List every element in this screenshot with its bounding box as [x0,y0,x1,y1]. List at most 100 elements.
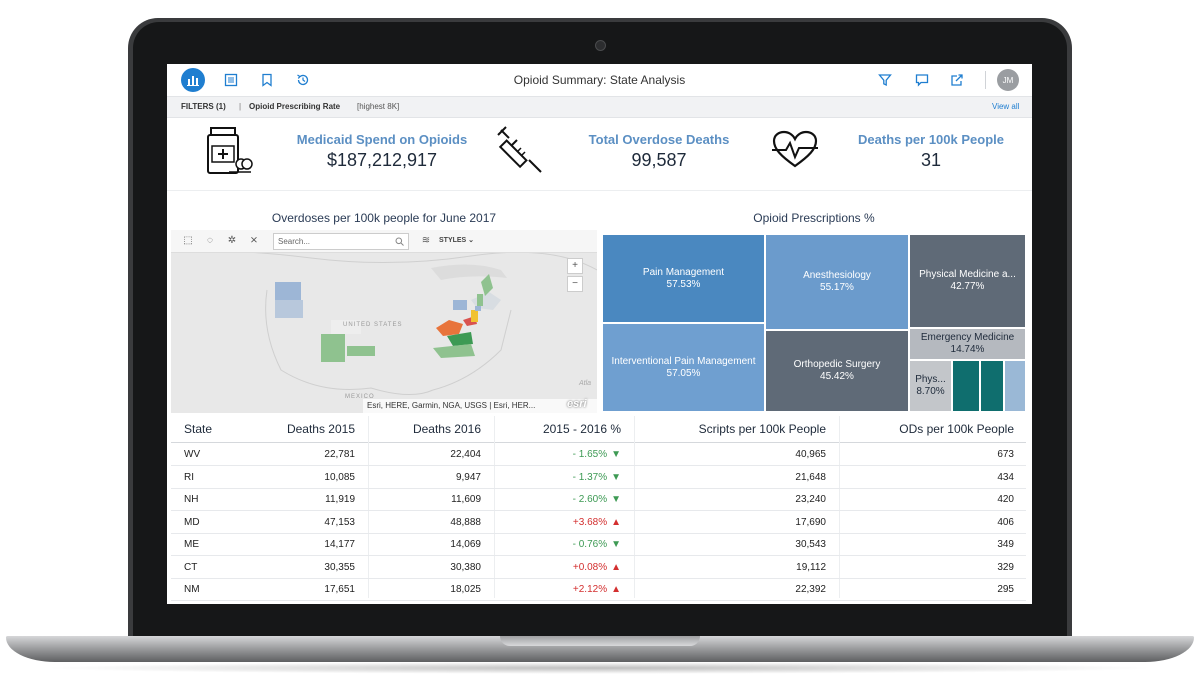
cell-state: MD [184,516,200,528]
cell-ods: 420 [997,494,1014,505]
search-icon[interactable] [395,237,404,246]
arrow-up-icon: ▲ [611,561,621,573]
table-row[interactable]: ME 14,177 14,069 - 0.76% ▼ 30,543 349 [171,533,1026,556]
heartbeat-icon [771,130,819,175]
treemap-cell-phys[interactable]: Phys... 8.70% [909,360,952,412]
table-row[interactable]: NH 11,919 11,609 - 2.60% ▼ 23,240 420 [171,488,1026,511]
treemap-chart: Pain Management 57.53% Interventional Pa… [602,234,1026,412]
cell-state: NH [184,494,199,505]
column-header-deaths-2015[interactable]: Deaths 2015 [286,422,355,436]
select-circle-icon[interactable]: ◌ [207,235,213,246]
cell-state: RI [184,471,194,483]
treemap-cell-orthopedic-surgery[interactable]: Orthopedic Surgery 45.42% [765,330,909,412]
treemap-cell-small-3[interactable] [1004,360,1026,412]
table-row[interactable]: WV 22,781 22,404 - 1.65% ▼ 40,965 673 [171,443,1026,466]
kpi-value-overdose: 99,587 [631,150,687,170]
map-state-washington[interactable] [275,282,301,300]
history-icon[interactable] [291,68,315,92]
treemap-cell-small-2[interactable] [980,360,1004,412]
map-state-oregon[interactable] [275,300,303,318]
zoom-out-button[interactable]: − [567,276,583,292]
map-search-input[interactable]: Search... [273,233,409,250]
treemap-cell-interventional-pain[interactable]: Interventional Pain Management 57.05% [602,323,765,412]
map-panel[interactable]: UNITED STATES MEXICO Atla ⬚ ◌ ✲ ⨯ Search… [171,230,597,413]
table-row[interactable]: MD 47,153 48,888 +3.68% ▲ 17,690 406 [171,511,1026,534]
map-state-virginia[interactable] [447,332,473,346]
cell-ods: 295 [997,584,1014,595]
map-state-maine[interactable] [481,274,493,296]
map-styles-label: STYLES [439,237,467,244]
list-icon[interactable] [219,68,243,92]
cell-change: +2.12% ▲ [491,584,621,595]
map-attribution: Esri, HERE, Garmin, NGA, USGS | Esri, HE… [363,399,597,413]
cell-change: - 1.37% ▼ [491,472,621,483]
change-value: - 1.37% [572,471,608,483]
filter-bar: FILTERS (1) | Opioid Prescribing Rate [h… [167,97,1032,118]
treemap-cell-label: Interventional Pain Management [611,355,756,367]
cell-scripts: 17,690 [795,516,826,528]
treemap-cell-value: 14.74% [950,344,985,355]
treemap-cell-emergency-medicine[interactable]: Emergency Medicine 14.74% [909,328,1026,360]
map-label-country: UNITED STATES [343,322,403,328]
table-row[interactable]: NM 17,651 18,025 +2.12% ▲ 22,392 295 [171,578,1026,601]
webcam [595,40,606,51]
share-icon[interactable] [945,68,969,92]
filter-icon[interactable] [873,68,897,92]
laptop-notch [500,636,700,646]
map-state-new-jersey[interactable] [471,310,478,322]
map-state-north-carolina[interactable] [433,344,475,358]
treemap-cell-label: Anesthesiology [803,270,871,281]
esri-logo: esri [567,398,587,410]
kpi-value-per100k: 31 [920,150,942,170]
map-state-new-hampshire[interactable] [477,294,483,306]
table-row[interactable]: CT 30,355 30,380 +0.08% ▲ 19,112 329 [171,556,1026,579]
column-header-state[interactable]: State [184,422,213,436]
kpi-label-per100k: Deaths per 100k People [858,132,1004,147]
treemap-cell-anesthesiology[interactable]: Anesthesiology 55.17% [765,234,909,330]
column-header-change[interactable]: 2015 - 2016 % [542,422,621,436]
select-rect-icon[interactable]: ⬚ [183,235,193,246]
comment-icon[interactable] [910,68,934,92]
map-state-west-virginia[interactable] [436,320,463,336]
zoom-in-button[interactable]: + [567,258,583,274]
filters-label[interactable]: FILTERS (1) [181,102,226,111]
arrow-up-icon: ▲ [611,584,621,595]
cell-change: - 0.76% ▼ [491,539,621,550]
map-state-new-york[interactable] [453,300,467,310]
table-header-divider [171,442,1026,443]
filter-chip-name[interactable]: Opioid Prescribing Rate [249,102,341,111]
kpi-label-overdose: Total Overdose Deaths [588,132,730,147]
change-value: +3.68% [572,516,608,528]
cell-scripts: 30,543 [795,539,826,550]
map-state-oklahoma[interactable] [347,346,375,356]
cell-deaths-2015: 30,355 [324,561,355,573]
filters-separator: | [239,102,242,111]
map-styles-dropdown[interactable]: STYLES ⌄ [439,237,475,244]
cell-ods: 673 [997,449,1014,460]
pill-bottle-icon [203,126,255,181]
treemap-cell-small-1[interactable] [952,360,980,412]
column-header-ods[interactable]: ODs per 100k People [899,422,1014,436]
cell-change: - 2.60% ▼ [491,494,621,505]
arrow-down-icon: ▼ [611,471,621,483]
bookmark-icon[interactable] [255,68,279,92]
treemap-cell-label: Orthopedic Surgery [793,359,881,370]
syringe-icon [497,126,543,179]
map-state-new-mexico[interactable] [321,334,345,362]
treemap-cell-label: Phys... [915,374,946,385]
select-lasso-icon[interactable]: ✲ [227,235,237,246]
layers-icon[interactable]: ≋ [421,235,431,246]
clear-selection-icon[interactable]: ⨯ [249,235,259,246]
treemap-cell-pain-management[interactable]: Pain Management 57.53% [602,234,765,323]
table-row[interactable]: RI 10,085 9,947 - 1.37% ▼ 21,648 434 [171,466,1026,489]
treemap-cell-physical-medicine[interactable]: Physical Medicine a... 42.77% [909,234,1026,328]
view-all-link[interactable]: View all [992,102,1020,111]
map-state-connecticut[interactable] [475,306,481,311]
arrow-down-icon: ▼ [611,539,621,550]
column-header-deaths-2016[interactable]: Deaths 2016 [412,422,481,436]
treemap-cell-label: Physical Medicine a... [919,269,1016,280]
avatar[interactable]: JM [997,69,1019,91]
dashboard-icon[interactable] [181,68,205,92]
cell-ods: 434 [997,471,1014,483]
column-header-scripts[interactable]: Scripts per 100k People [698,422,826,436]
